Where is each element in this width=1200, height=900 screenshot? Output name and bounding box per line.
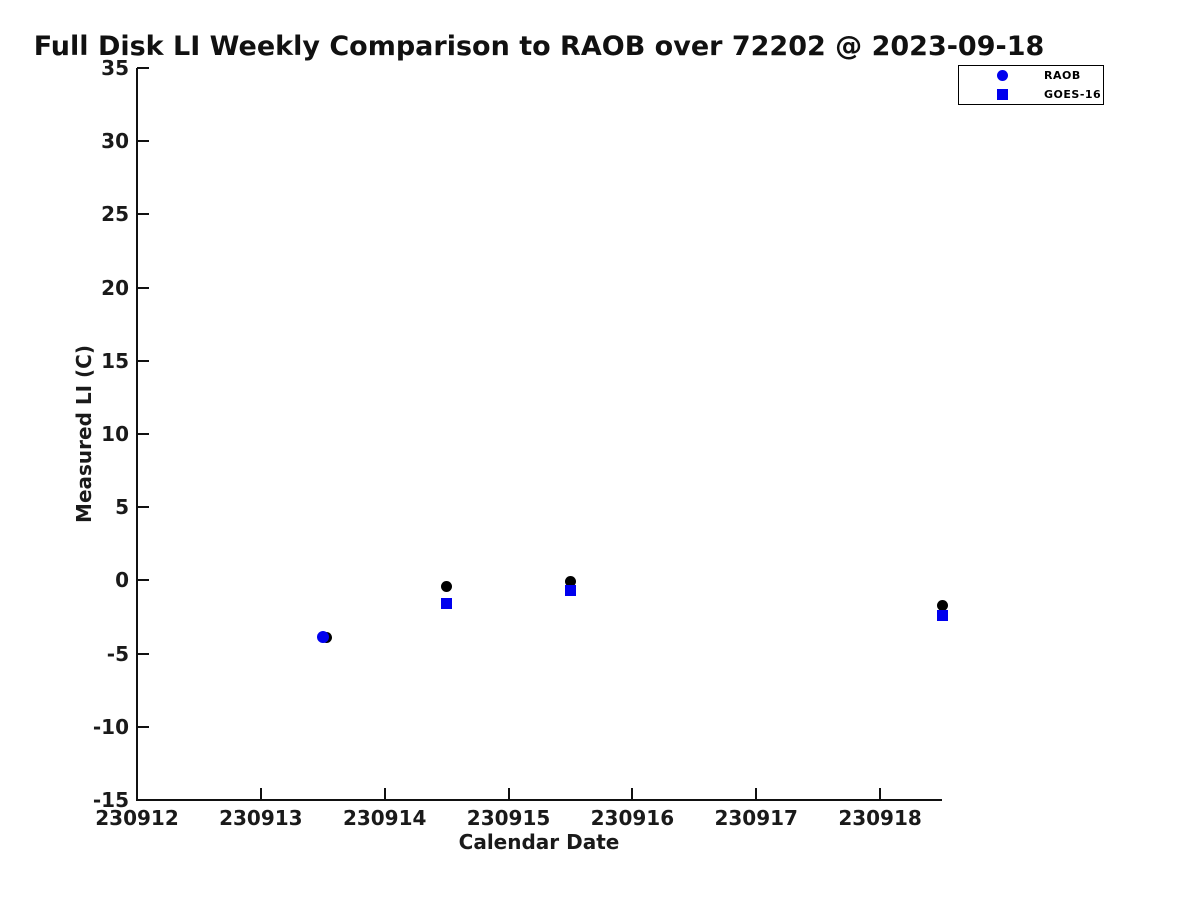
legend: RAOB GOES-16 (958, 65, 1104, 105)
y-tick-label: -10 (92, 714, 129, 739)
y-tick-label: -5 (106, 641, 129, 666)
y-tick-label: -15 (92, 788, 129, 812)
y-tick-label: 5 (115, 495, 129, 520)
x-tick-label: 230917 (714, 806, 798, 830)
y-tick-label: 15 (101, 348, 129, 373)
marker-GOES-16 (564, 585, 576, 597)
y-tick-mark (137, 433, 149, 435)
legend-label: RAOB (1044, 69, 1081, 82)
x-axis-label: Calendar Date (458, 830, 620, 854)
legend-circle-icon (997, 70, 1008, 81)
x-tick-label: 230912 (95, 806, 179, 830)
x-tick-label: 230913 (219, 806, 303, 830)
chart-title: Full Disk LI Weekly Comparison to RAOB o… (33, 31, 1045, 62)
x-tick-mark (507, 788, 510, 800)
marker-unlabeled-black-dots (564, 576, 576, 588)
legend-square-icon (997, 89, 1008, 100)
x-tick-mark (879, 788, 882, 800)
y-tick-label: 0 (115, 568, 129, 593)
y-tick-mark (137, 725, 149, 728)
y-tick-mark (137, 359, 149, 362)
legend-row: GOES-16 (959, 85, 1103, 104)
y-tick-mark (137, 140, 149, 143)
marker-RAOB (316, 631, 329, 644)
x-tick-mark (755, 788, 758, 800)
x-tick-mark (383, 788, 386, 800)
y-tick-mark (137, 652, 149, 655)
y-tick-mark (137, 286, 149, 289)
x-tick-mark (136, 788, 138, 800)
x-tick-label: 230918 (838, 806, 922, 830)
x-tick-label: 230915 (466, 806, 551, 830)
x-tick-mark (631, 788, 634, 800)
legend-row: RAOB (959, 66, 1103, 85)
x-tick-label: 230914 (342, 806, 427, 830)
y-tick-mark (137, 213, 149, 216)
marker-GOES-16 (936, 610, 948, 622)
y-tick-label: 20 (101, 275, 129, 300)
legend-label: GOES-16 (1044, 88, 1102, 101)
x-tick-mark (259, 788, 262, 800)
x-axis-line (136, 799, 942, 801)
y-tick-mark (137, 67, 149, 69)
x-tick-label: 230916 (590, 806, 675, 830)
y-tick-mark (137, 799, 149, 801)
y-tick-label: 35 (101, 56, 129, 80)
y-tick-mark (137, 579, 149, 582)
marker-unlabeled-black-dots (441, 580, 453, 592)
y-tick-mark (137, 506, 149, 509)
y-tick-label: 30 (101, 129, 129, 154)
y-tick-label: 25 (101, 202, 129, 227)
marker-GOES-16 (441, 598, 453, 610)
marker-unlabeled-black-dots (936, 599, 948, 611)
y-tick-label: 10 (101, 422, 129, 446)
y-axis-label: Measured LI (C) (72, 345, 96, 523)
